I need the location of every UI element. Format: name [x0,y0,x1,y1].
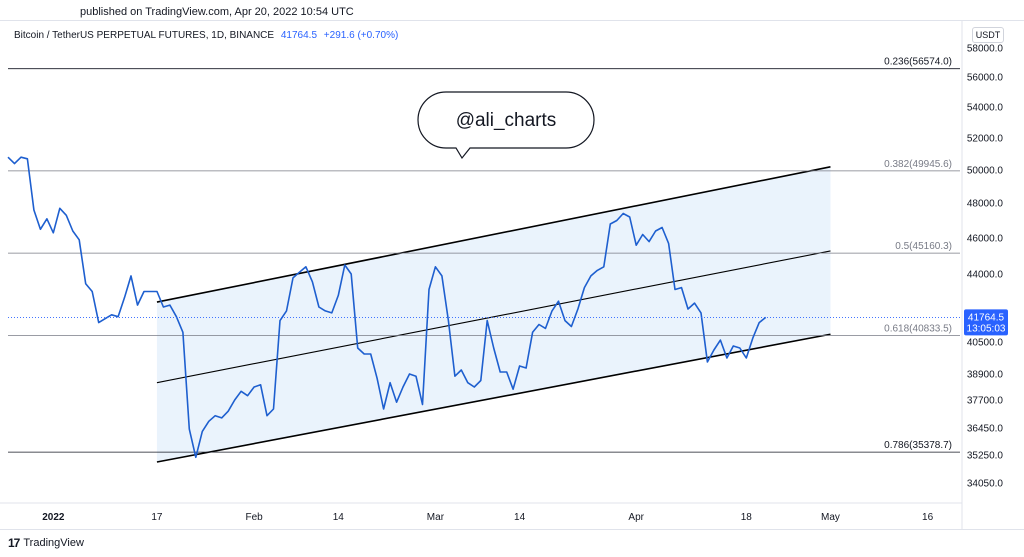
fib-level-label: 0.236(56574.0) [884,57,952,68]
price-series-line [7,156,767,459]
price-tick-label: 38900.0 [967,370,1004,381]
tradingview-brand: TradingView [23,537,84,549]
annotation-text: @ali_charts [456,110,557,131]
channel-fill [156,166,831,463]
price-tick-label: 52000.0 [967,134,1004,145]
tradingview-logo[interactable]: 17 TradingView [8,536,84,550]
price-tick-label: 46000.0 [967,234,1004,245]
price-tick-label: 54000.0 [967,103,1004,114]
price-tick-label: 40500.0 [967,338,1004,349]
last-price: 41764.5 [280,30,318,41]
tradingview-mark-icon: 17 [8,536,20,550]
price-change: +291.6 (+0.70%) [323,30,399,41]
bar-countdown-label: 13:05:03 [967,323,1006,334]
current-price-label: 41764.5 [968,312,1005,323]
time-tick-label: 16 [922,512,934,523]
symbol-legend: Bitcoin / TetherUS PERPETUAL FUTURES, 1D… [14,30,398,41]
currency-badge[interactable]: USDT [972,27,1004,43]
price-tick-label: 58000.0 [967,44,1004,55]
current-price-tag [964,309,1008,336]
time-tick-label: Mar [427,512,445,523]
price-tick-label: 56000.0 [967,73,1004,84]
fib-level-label: 0.786(35378.7) [884,440,952,451]
time-tick-label: May [821,512,840,523]
chart-frame [0,20,1024,530]
fib-level-label: 0.618(40833.5) [884,324,952,335]
time-tick-label: 14 [514,512,526,523]
time-tick-label: Feb [245,512,263,523]
price-tick-label: 36450.0 [967,424,1004,435]
channel-middle-line [156,250,831,384]
time-tick-label: 17 [151,512,163,523]
time-tick-label: 14 [333,512,345,523]
fib-level-label: 0.382(49945.6) [884,159,952,170]
channel-lower-line [156,333,831,463]
price-tick-label: 44000.0 [967,270,1004,281]
price-tick-label: 48000.0 [967,199,1004,210]
time-tick-label: Apr [628,512,644,523]
symbol-title: Bitcoin / TetherUS PERPETUAL FUTURES, 1D… [14,30,275,41]
time-tick-label: 18 [741,512,753,523]
price-tick-label: 34050.0 [967,479,1004,490]
time-tick-label: 2022 [42,512,65,523]
price-tick-label: 37700.0 [967,396,1004,407]
channel-upper-line [156,166,831,303]
fib-level-label: 0.5(45160.3) [895,241,952,252]
annotation-bubble [417,91,595,160]
price-tick-label: 50000.0 [967,166,1004,177]
published-caption: published on TradingView.com, Apr 20, 20… [80,6,354,18]
price-tick-label: 35250.0 [967,451,1004,462]
